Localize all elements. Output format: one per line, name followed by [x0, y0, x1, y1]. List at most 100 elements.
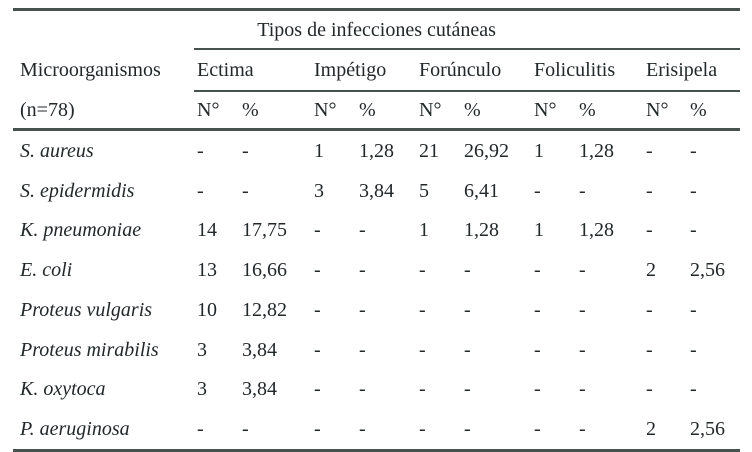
value-cell: -: [690, 219, 697, 242]
value-cell: -: [311, 409, 356, 452]
value-cell: 6,41: [464, 179, 499, 202]
value-cell: -: [579, 298, 586, 321]
subheader-n: N°: [416, 91, 461, 131]
value-cell: -: [646, 298, 653, 321]
group-header-row: Microorganismos Ectima Impétigo Forúncul…: [13, 48, 741, 92]
value-cell: 3: [197, 378, 207, 401]
value-cell: -: [419, 259, 426, 282]
value-cell: -: [461, 409, 531, 452]
value-cell: -: [359, 219, 366, 242]
value-cell: -: [579, 259, 586, 282]
value-cell: -: [197, 139, 204, 162]
value-cell: 16,66: [242, 259, 287, 282]
value-cell: 5: [419, 179, 429, 202]
value-cell: -: [419, 378, 426, 401]
value-cell: 1: [534, 219, 544, 242]
value-cell: -: [579, 378, 586, 401]
value-cell: 12,82: [242, 298, 287, 321]
group-header-impetigo: Impétigo: [311, 48, 416, 92]
value-cell: 26,92: [464, 139, 509, 162]
subheader-pct: %: [356, 91, 416, 131]
value-cell: -: [359, 338, 366, 361]
value-cell: 21: [419, 139, 439, 162]
table-title-row: Tipos de infecciones cutáneas: [13, 8, 741, 49]
infection-table: Tipos de infecciones cutáneas Microorgan…: [13, 8, 741, 452]
value-cell: 1: [419, 219, 429, 242]
value-cell: -: [579, 338, 586, 361]
value-cell: -: [359, 378, 366, 401]
value-cell: 14: [197, 219, 217, 242]
value-cell: -: [534, 338, 541, 361]
value-cell: -: [419, 338, 426, 361]
value-cell: -: [531, 409, 576, 452]
value-cell: 3,84: [242, 338, 277, 361]
value-cell: -: [314, 378, 321, 401]
value-cell: 3: [314, 179, 324, 202]
value-cell: 1,28: [579, 219, 614, 242]
table-row: K. pneumoniae 14 17,75 - - 1 1,28 1 1,28…: [13, 211, 740, 251]
subheader-pct: %: [576, 91, 643, 131]
subheader-pct: %: [461, 91, 531, 131]
group-header-erisipela: Erisipela: [643, 48, 741, 92]
value-cell: -: [690, 139, 697, 162]
value-cell: -: [314, 338, 321, 361]
subheader-n: N°: [643, 91, 687, 131]
value-cell: -: [646, 378, 653, 401]
table-row: S. aureus - - 1 1,28 21 26,92 1 1,28 - -: [13, 130, 740, 171]
value-cell: -: [646, 179, 653, 202]
group-header-forunculo: Forúnculo: [416, 48, 531, 92]
value-cell: -: [646, 139, 653, 162]
value-cell: -: [197, 179, 204, 202]
microorganism-name: Proteus vulgaris: [20, 298, 153, 321]
value-cell: -: [534, 259, 541, 282]
value-cell: -: [194, 409, 239, 452]
value-cell: 2: [643, 409, 687, 452]
value-cell: -: [359, 259, 366, 282]
value-cell: 3: [197, 338, 207, 361]
value-cell: -: [239, 409, 311, 452]
value-cell: 2,56: [687, 409, 741, 452]
value-cell: -: [690, 179, 697, 202]
value-cell: -: [646, 338, 653, 361]
infection-table-container: Tipos de infecciones cutáneas Microorgan…: [13, 8, 741, 452]
subheader-n: N°: [311, 91, 356, 131]
value-cell: 1,28: [464, 219, 499, 242]
microorganism-name: S. epidermidis: [20, 179, 135, 202]
group-header-ectima: Ectima: [194, 48, 311, 92]
table-row: K. oxytoca 3 3,84 - - - - - - - -: [13, 370, 740, 410]
value-cell: -: [242, 139, 249, 162]
value-cell: -: [464, 259, 471, 282]
table-row: Proteus mirabilis 3 3,84 - - - - - - - -: [13, 330, 740, 370]
microorganism-name: E. coli: [20, 259, 73, 282]
value-cell: -: [534, 378, 541, 401]
value-cell: 1,28: [579, 139, 614, 162]
subheader-pct: %: [239, 91, 311, 131]
microorganism-name: S. aureus: [20, 139, 94, 162]
table-row: Proteus vulgaris 10 12,82 - - - - - - - …: [13, 290, 740, 330]
stub-header-line2: (n=78): [13, 91, 194, 131]
value-cell: -: [534, 179, 541, 202]
microorganism-name: K. pneumoniae: [20, 219, 142, 242]
group-header-foliculitis: Foliculitis: [531, 48, 643, 92]
microorganism-name: P. aeruginosa: [13, 409, 194, 452]
table-row: S. epidermidis - - 3 3,84 5 6,41 - - - -: [13, 171, 740, 211]
value-cell: -: [646, 219, 653, 242]
microorganism-name: Proteus mirabilis: [20, 338, 159, 361]
value-cell: -: [534, 298, 541, 321]
stub-header-line1: Microorganismos: [20, 59, 161, 81]
value-cell: 17,75: [242, 219, 287, 242]
microorganism-name: K. oxytoca: [20, 378, 106, 401]
value-cell: -: [314, 298, 321, 321]
value-cell: 3,84: [359, 179, 394, 202]
value-cell: -: [690, 338, 697, 361]
value-cell: -: [690, 378, 697, 401]
value-cell: -: [314, 219, 321, 242]
subheader-n: N°: [194, 91, 239, 131]
value-cell: -: [419, 298, 426, 321]
value-cell: -: [356, 409, 416, 452]
value-cell: 1,28: [359, 139, 394, 162]
table-title: Tipos de infecciones cutáneas: [13, 8, 741, 49]
value-cell: 1: [534, 139, 544, 162]
value-cell: -: [359, 298, 366, 321]
value-cell: -: [464, 338, 471, 361]
